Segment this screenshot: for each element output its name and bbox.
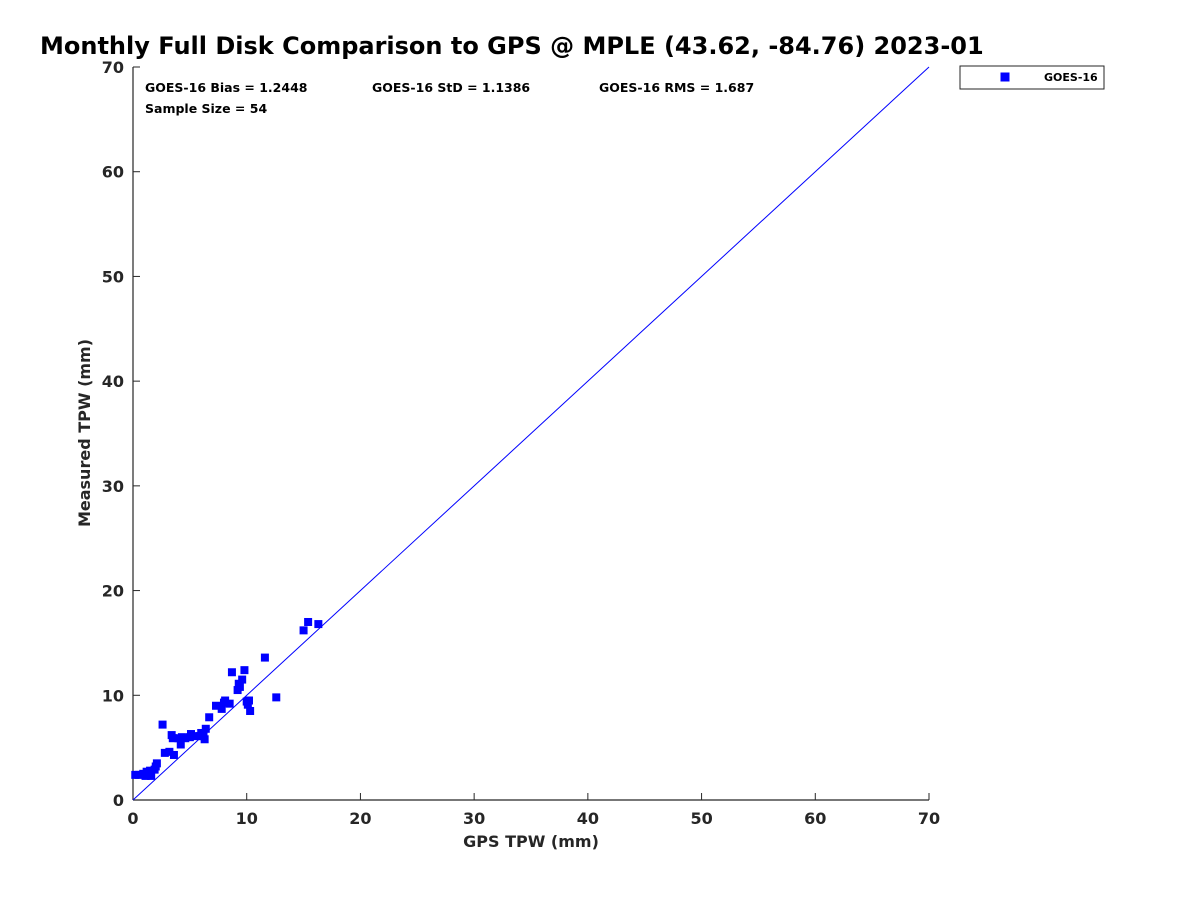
x-tick-label: 30 bbox=[463, 809, 485, 828]
data-point bbox=[217, 704, 226, 713]
y-tick-label: 40 bbox=[102, 372, 124, 391]
legend: GOES-16 bbox=[959, 65, 1105, 90]
data-point bbox=[272, 693, 281, 702]
data-point bbox=[221, 696, 230, 705]
data-point bbox=[235, 682, 244, 691]
chart-title: Monthly Full Disk Comparison to GPS @ MP… bbox=[40, 32, 984, 60]
rms-stat: GOES-16 RMS = 1.687 bbox=[599, 80, 754, 95]
x-tick-label: 60 bbox=[804, 809, 826, 828]
data-point bbox=[158, 720, 167, 729]
data-point bbox=[227, 668, 236, 677]
data-point bbox=[238, 675, 247, 684]
data-point bbox=[246, 706, 255, 715]
data-point bbox=[146, 766, 155, 775]
x-tick-label: 10 bbox=[236, 809, 258, 828]
y-ticks: 0 10 20 30 40 50 60 70 bbox=[102, 58, 140, 810]
y-tick-label: 50 bbox=[102, 267, 124, 286]
data-point bbox=[190, 732, 199, 741]
x-tick-label: 40 bbox=[577, 809, 599, 828]
plot-axes bbox=[132, 67, 929, 801]
data-point bbox=[141, 771, 150, 780]
data-point bbox=[243, 700, 252, 709]
x-axis-label: GPS TPW (mm) bbox=[463, 832, 599, 851]
y-tick-label: 70 bbox=[102, 58, 124, 77]
y-axis-label: Measured TPW (mm) bbox=[75, 339, 94, 527]
x-tick-label: 50 bbox=[690, 809, 712, 828]
data-point bbox=[169, 750, 178, 759]
data-point bbox=[160, 748, 169, 757]
sample-size-stat: Sample Size = 54 bbox=[145, 101, 267, 116]
x-tick-label: 70 bbox=[918, 809, 940, 828]
data-point bbox=[181, 734, 190, 743]
y-tick-label: 0 bbox=[113, 791, 124, 810]
x-tick-label: 0 bbox=[127, 809, 138, 828]
data-point bbox=[314, 620, 323, 629]
data-point bbox=[200, 735, 209, 744]
y-tick-label: 30 bbox=[102, 477, 124, 496]
data-point bbox=[260, 653, 269, 662]
data-point bbox=[165, 747, 174, 756]
legend-box bbox=[959, 65, 1105, 90]
data-points bbox=[131, 617, 323, 780]
legend-marker bbox=[1000, 72, 1010, 82]
x-ticks: 0 10 20 30 40 50 60 70 bbox=[127, 793, 940, 828]
data-point bbox=[212, 701, 221, 710]
data-point bbox=[225, 699, 234, 708]
std-stat: GOES-16 StD = 1.1386 bbox=[372, 80, 530, 95]
bias-stat: GOES-16 Bias = 1.2448 bbox=[145, 80, 307, 95]
data-point bbox=[299, 626, 308, 635]
data-point bbox=[205, 713, 214, 722]
data-point bbox=[176, 740, 185, 749]
y-tick-label: 60 bbox=[102, 163, 124, 182]
data-point bbox=[147, 771, 156, 780]
data-point bbox=[304, 617, 313, 626]
data-point bbox=[152, 759, 161, 768]
data-point bbox=[201, 724, 210, 733]
one-to-one-reference-line bbox=[132, 66, 930, 801]
y-tick-label: 10 bbox=[102, 686, 124, 705]
legend-label: GOES-16 bbox=[1044, 71, 1098, 84]
x-tick-label: 20 bbox=[349, 809, 371, 828]
data-point bbox=[134, 770, 143, 779]
data-point bbox=[240, 666, 249, 675]
data-point bbox=[168, 734, 177, 743]
y-tick-label: 20 bbox=[102, 582, 124, 601]
data-point bbox=[244, 696, 253, 705]
